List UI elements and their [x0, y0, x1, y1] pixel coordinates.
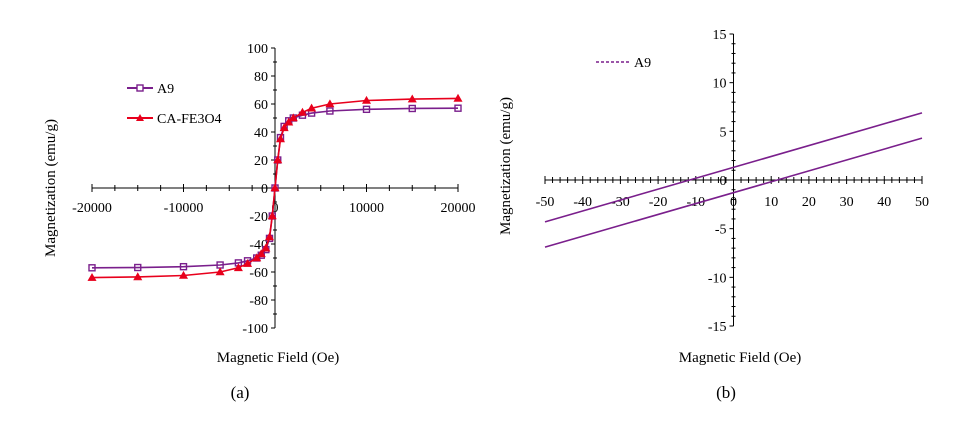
- y-tick-label: -20: [249, 210, 268, 225]
- legend-label: CA-FE3O4: [157, 112, 222, 127]
- caption-b: (b): [716, 383, 736, 402]
- y-axis-label-a: Magnetization (emu/g): [43, 119, 59, 257]
- legend-label: A9: [634, 56, 651, 71]
- x-tick-label: 0: [272, 201, 279, 216]
- y-tick-label: 0: [720, 174, 727, 189]
- x-tick-label: -10000: [164, 201, 204, 216]
- data-point-ca-fe3o4: [407, 94, 417, 103]
- data-point-a9: [362, 105, 371, 114]
- data-point-ca-fe3o4: [233, 263, 243, 272]
- data-point-a9: [134, 263, 142, 272]
- data-point-ca-fe3o4: [270, 183, 280, 192]
- x-tick-label: 20: [802, 195, 816, 210]
- data-point-ca-fe3o4: [256, 249, 266, 258]
- data-point-ca-fe3o4: [133, 272, 143, 281]
- y-tick-label: 80: [254, 70, 268, 85]
- legend-marker: [136, 114, 144, 121]
- x-tick-label: 20000: [441, 201, 476, 216]
- data-point-ca-fe3o4: [264, 232, 275, 241]
- x-tick-label: -10: [686, 195, 705, 210]
- y-tick-label: 15: [713, 28, 727, 43]
- y-tick-label: 20: [254, 154, 268, 169]
- y-tick-label: 10: [713, 77, 727, 92]
- y-tick-label: -80: [249, 294, 268, 309]
- x-tick-label: 50: [915, 195, 929, 210]
- y-tick-label: -5: [715, 223, 727, 238]
- data-point-ca-fe3o4: [297, 107, 307, 116]
- data-point-ca-fe3o4: [361, 95, 372, 104]
- data-point-ca-fe3o4: [243, 258, 253, 267]
- x-tick-label: -50: [536, 195, 555, 210]
- legend-label: A9: [157, 82, 174, 97]
- y-tick-label: 60: [254, 98, 268, 113]
- data-point-ca-fe3o4: [325, 99, 335, 108]
- x-tick-label: 30: [840, 195, 854, 210]
- y-tick-label: 5: [720, 125, 727, 140]
- y-tick-label: -15: [708, 320, 727, 335]
- data-point-ca-fe3o4: [279, 123, 289, 132]
- x-tick-label: 0: [730, 195, 737, 210]
- data-point-ca-fe3o4: [275, 134, 286, 143]
- y-tick-label: -60: [249, 266, 268, 281]
- data-point-a9: [179, 262, 188, 271]
- y-tick-label: 0: [261, 182, 268, 197]
- data-point-ca-fe3o4: [267, 211, 277, 220]
- x-tick-label: 40: [877, 195, 891, 210]
- y-tick-label: 100: [247, 42, 268, 57]
- x-tick-label: -20: [649, 195, 668, 210]
- data-point-ca-fe3o4: [288, 113, 298, 122]
- y-tick-label: 40: [254, 126, 268, 141]
- caption-a: (a): [231, 383, 250, 402]
- data-point-ca-fe3o4: [284, 117, 294, 126]
- data-point-ca-fe3o4: [453, 93, 463, 102]
- chart-panel-a: -20000 -10000 0 10000 20000-100-80-60-40-200…: [43, 42, 476, 402]
- data-point-a9: [326, 107, 334, 115]
- series-line-a9: [544, 112, 923, 223]
- series-line-branch-1: [544, 137, 923, 248]
- data-point-ca-fe3o4: [215, 267, 225, 276]
- data-point-a9: [408, 104, 416, 113]
- data-point-ca-fe3o4: [261, 243, 271, 252]
- x-tick-label: 10000: [349, 201, 384, 216]
- y-tick-label: -10: [708, 271, 727, 286]
- x-tick-label: -40: [573, 195, 592, 210]
- x-tick-label: 10: [764, 195, 778, 210]
- data-point-ca-fe3o4: [178, 270, 189, 279]
- chart-panel-b: -50 -40 -30 -20 -10 0 10 20 30 40 50-15-10-5051015…: [498, 28, 929, 402]
- data-point-ca-fe3o4: [87, 272, 97, 281]
- data-point-a9: [454, 104, 462, 112]
- data-point-ca-fe3o4: [273, 155, 283, 164]
- x-axis-label-a: Magnetic Field (Oe): [217, 350, 339, 366]
- data-point-ca-fe3o4: [252, 253, 262, 262]
- data-point-ca-fe3o4: [307, 103, 317, 112]
- data-point-a9: [88, 264, 96, 272]
- legend-marker: [136, 84, 144, 92]
- y-tick-label: -100: [242, 322, 268, 337]
- x-tick-label: -20000: [72, 201, 112, 216]
- y-axis-label-b: Magnetization (emu/g): [498, 97, 514, 235]
- x-axis-label-b: Magnetic Field (Oe): [679, 350, 801, 366]
